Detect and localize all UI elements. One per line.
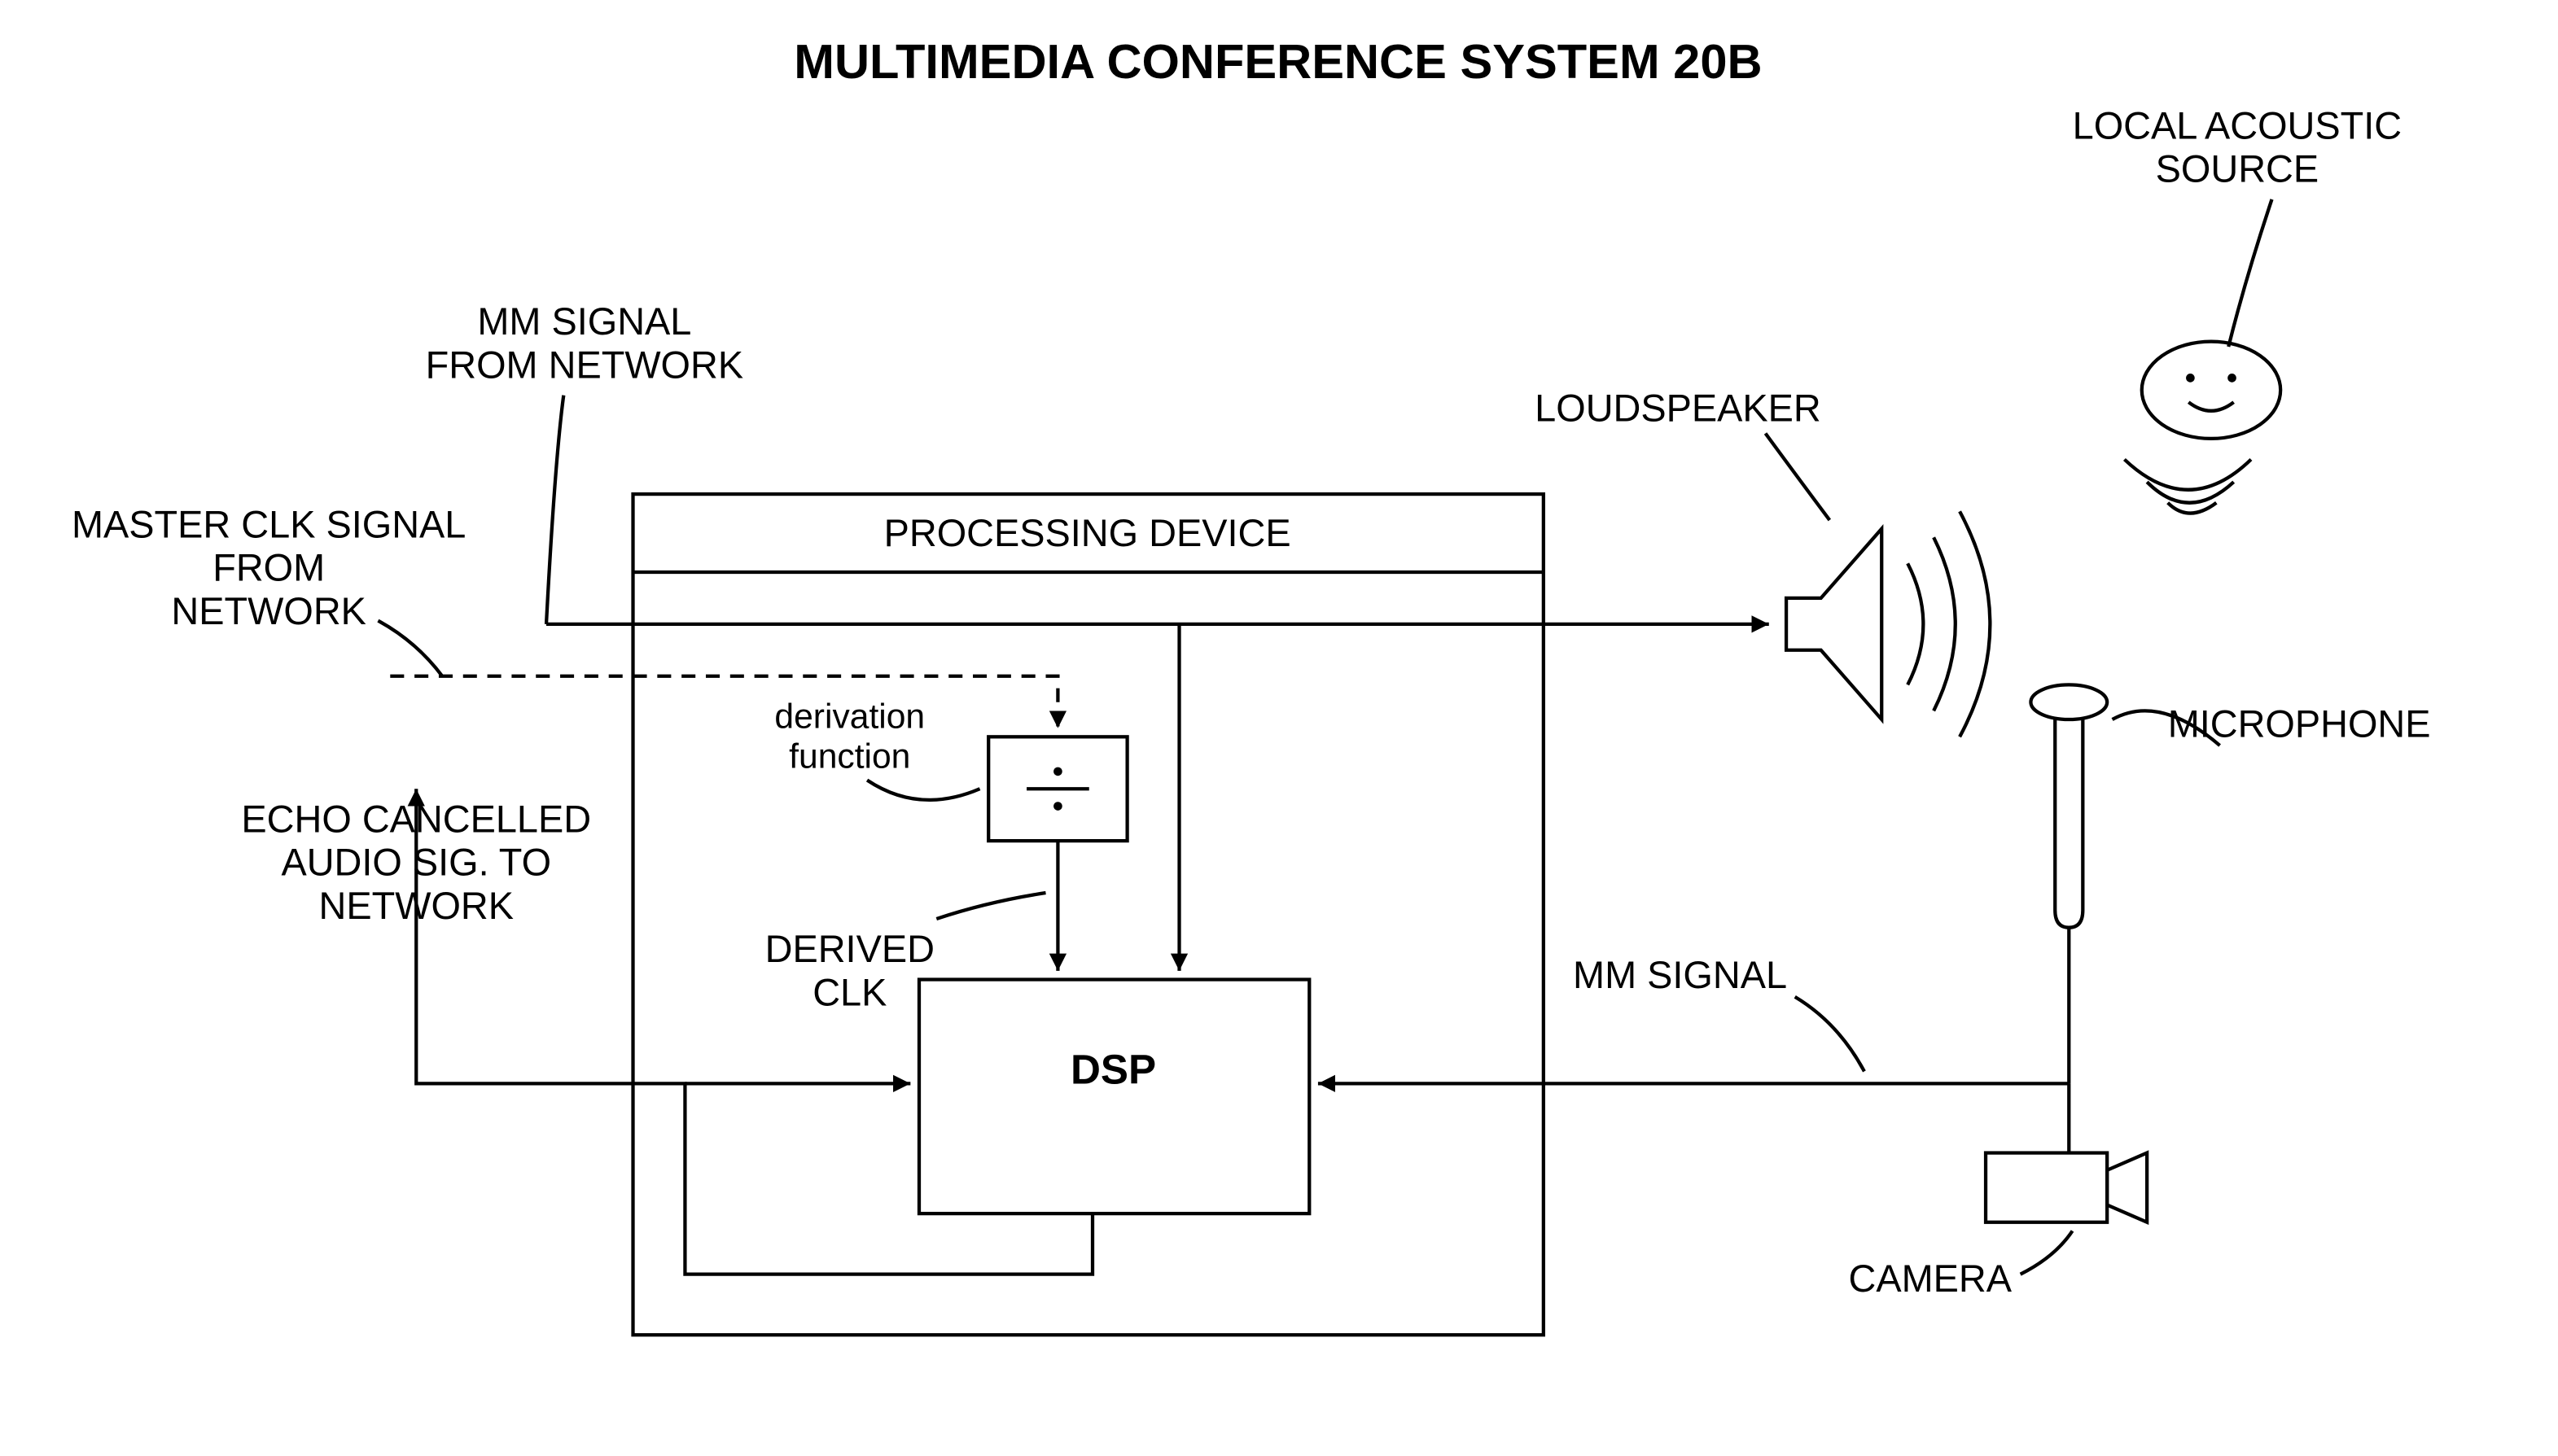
diagram-title: MULTIMEDIA CONFERENCE SYSTEM 20B [794, 34, 1762, 89]
local-acoustic-label-1: LOCAL ACOUSTIC [2073, 104, 2402, 146]
mm-signal-from-network-label-2: FROM NETWORK [426, 343, 743, 386]
mm-signal-leader [1795, 997, 1864, 1072]
mm-signal-label: MM SIGNAL [1573, 954, 1787, 996]
camera-leader [2021, 1231, 2073, 1274]
master-clk-label-1: MASTER CLK SIGNAL [72, 503, 466, 545]
divide-dot-top [1053, 767, 1062, 776]
processing-device-box [633, 494, 1544, 1335]
derived-clk-label-1: DERIVED [765, 928, 935, 970]
local-acoustic-label-2: SOURCE [2156, 148, 2319, 190]
processing-device-label: PROCESSING DEVICE [884, 512, 1291, 554]
microphone-icon [2030, 684, 2107, 927]
master-clk-label-3: NETWORK [171, 590, 366, 632]
dsp-label: DSP [1071, 1046, 1156, 1092]
dsp-box [919, 980, 1309, 1214]
divide-dot-bottom [1053, 802, 1062, 811]
loudspeaker-icon [1786, 511, 1990, 737]
master-clk-line [390, 676, 1058, 728]
microphone-label: MICROPHONE [2168, 702, 2431, 745]
local-acoustic-leader [2228, 199, 2271, 347]
loudspeaker-label: LOUDSPEAKER [1535, 387, 1821, 430]
derivation-label-2: function [789, 737, 910, 776]
smiley-icon [2124, 342, 2280, 514]
camera-label: CAMERA [1849, 1257, 2013, 1300]
derivation-label-1: derivation [774, 697, 925, 737]
camera-icon [1986, 1153, 2147, 1222]
derivation-leader [867, 780, 979, 800]
mm-signal-leader [546, 396, 563, 624]
master-clk-leader [378, 621, 442, 676]
loudspeaker-leader [1766, 434, 1830, 521]
mm-signal-from-network-label-1: MM SIGNAL [477, 300, 691, 343]
diagram-canvas: MULTIMEDIA CONFERENCE SYSTEM 20B PROCESS… [0, 0, 2558, 1456]
derived-clk-leader [936, 893, 1045, 919]
master-clk-label-2: FROM [212, 547, 325, 589]
derived-clk-label-2: CLK [813, 971, 887, 1013]
